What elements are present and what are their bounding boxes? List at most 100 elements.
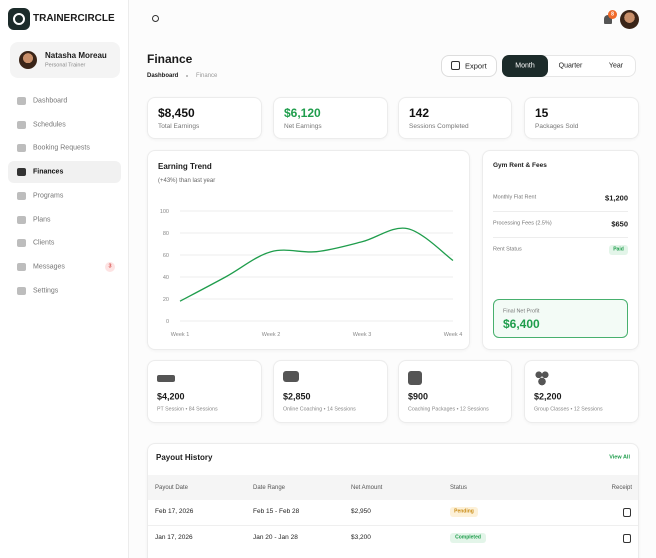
notification-badge [608,10,617,19]
rent-label: Rent Status [493,246,522,253]
net-profit-value: $6,400 [503,317,540,331]
nav-item[interactable]: Finances [33,168,64,176]
rent-title: Gym Rent & Fees [493,161,547,169]
avatar [19,51,37,69]
breadcrumb[interactable]: Dashboard [147,73,179,79]
nav-icon [17,191,26,200]
payout-cell: Feb 17, 2026 [155,507,194,515]
stat-value: $6,120 [284,106,321,120]
net-profit-label: Final Net Profit [503,308,540,315]
export-icon [451,61,460,70]
profile-name: Natasha Moreau [45,51,107,60]
service-icon [283,371,299,382]
stat-value: 15 [535,106,549,120]
period-selected [502,55,548,77]
stat-label: Net Earnings [284,122,322,130]
payout-cell: Feb 15 - Feb 28 [253,507,300,515]
search-icon[interactable] [152,15,159,22]
rent-status: Paid [613,246,624,253]
column-header: Status [450,485,468,491]
sidebar [0,0,129,558]
table-header [148,475,638,500]
service-value: $2,850 [283,391,311,402]
service-card [273,360,388,423]
stat-card [273,97,388,139]
status-pill [450,533,486,543]
column-header: Date Range [253,485,286,491]
service-detail: Coaching Packages • 12 Sessions [408,406,489,413]
column-header: Receipt [611,485,632,491]
stat-card [398,97,512,139]
column-header: Net Amount [351,485,383,491]
service-icon [408,371,422,385]
nav-icon [17,144,26,153]
brand: TRAINERCIRCLE [33,13,115,24]
service-detail: PT Session • 84 Sessions [157,406,218,413]
stat-card [524,97,639,139]
payout-status: Pending [454,508,474,515]
service-detail: Group Classes • 12 Sessions [534,406,603,413]
service-value: $2,200 [534,391,562,402]
payout-cell: Jan 17, 2026 [155,533,193,541]
service-value: $4,200 [157,391,185,402]
service-detail: Online Coaching • 14 Sessions [283,406,356,413]
logo-ring [13,13,25,25]
column-header: Payout Date [155,485,189,491]
nav-item[interactable]: Schedules [33,121,66,129]
nav-item[interactable]: Messages [33,263,65,271]
nav-badge-count: 3 [108,263,112,270]
profile-role: Personal Trainer [45,62,86,69]
export-button[interactable] [441,55,497,77]
service-icon [534,370,550,386]
rent-label: Monthly Flat Rent [493,194,537,201]
row-divider [148,525,638,526]
nav-item[interactable]: Settings [33,287,59,295]
payout-status: Completed [455,534,481,541]
service-value: $900 [408,391,429,402]
nav-icon [17,168,26,177]
nav-active [8,161,121,184]
bell-icon[interactable] [604,15,612,24]
stat-card [147,97,262,139]
breadcrumb-dot [186,75,188,77]
receipt-icon[interactable] [623,508,631,517]
divider [493,211,628,212]
nav-icon [17,215,26,224]
chart-subtitle: (+43%) than last year [158,178,216,184]
stat-value: 142 [409,106,430,120]
payout-cell: $3,200 [351,533,371,541]
net-profit-box [493,299,628,338]
payout-card [147,443,639,558]
nav-item[interactable]: Plans [33,216,51,223]
nav-item[interactable]: Dashboard [33,97,68,105]
period-option[interactable]: Month [515,62,535,70]
status-pill [609,245,628,255]
export-label[interactable]: Export [465,61,487,71]
nav-icon [17,262,26,271]
nav-icon [17,120,26,129]
nav-item[interactable]: Clients [33,239,55,247]
period-option[interactable]: Quarter [558,62,583,70]
stat-value: $8,450 [158,106,195,120]
chart-title: Earning Trend [158,162,212,171]
divider [493,237,628,238]
stat-label: Sessions Completed [409,122,469,130]
payout-cell: $2,950 [351,507,371,515]
view-all-link[interactable]: View All [609,454,630,461]
nav-item[interactable]: Programs [33,192,64,200]
rent-value: $1,200 [605,193,628,203]
nav-icon [17,97,26,105]
service-card [398,360,512,423]
rent-label: Processing Fees (2.5%) [493,220,552,227]
receipt-icon[interactable] [623,534,631,543]
page-title: Finance [147,52,193,66]
user-avatar[interactable] [620,10,639,29]
period-option[interactable]: Year [608,62,624,70]
service-icon [157,375,175,382]
notification-count: 8 [611,11,614,17]
breadcrumb: Finance [196,73,218,79]
nav-badge [105,261,115,272]
stat-label: Total Earnings [158,122,200,130]
stat-label: Packages Sold [535,122,579,130]
nav-item[interactable]: Booking Requests [33,144,90,152]
